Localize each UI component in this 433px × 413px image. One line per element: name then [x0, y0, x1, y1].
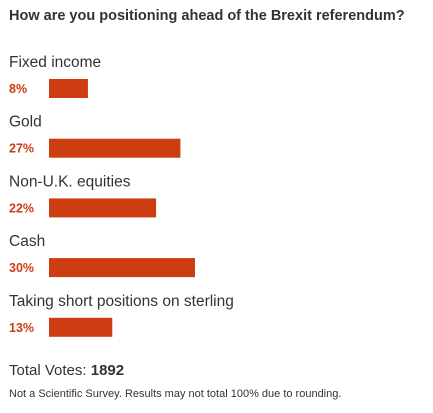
total-votes: Total Votes: 1892	[9, 362, 124, 379]
answer-bar	[49, 79, 88, 98]
answer-label: Fixed income	[9, 54, 101, 71]
answer-bar	[49, 138, 181, 158]
answer-label: Non-U.K. equities	[9, 173, 131, 190]
answer-row: Fixed income 8%	[9, 54, 101, 98]
answer-percent: 8%	[9, 82, 27, 96]
total-votes-count: 1892	[90, 362, 125, 379]
answer-percent: 27%	[9, 142, 34, 156]
total-votes-label: Total Votes:	[9, 362, 87, 379]
answer-percent: 13%	[9, 321, 34, 335]
answer-row: Taking short positions on sterling 13%	[9, 293, 234, 337]
answer-percent: 30%	[9, 261, 34, 275]
answer-row: Non-U.K. equities 22%	[9, 173, 157, 218]
disclaimer-text: Not a Scientific Survey. Results may not…	[9, 388, 342, 400]
answer-label: Gold	[9, 114, 42, 131]
answer-label: Cash	[9, 233, 45, 250]
answer-bar	[49, 198, 157, 218]
answer-bar	[49, 317, 113, 337]
answer-bar	[49, 258, 195, 278]
answer-row: Cash 30%	[9, 233, 195, 278]
answer-row: Gold 27%	[9, 114, 181, 158]
answer-label: Taking short positions on sterling	[9, 293, 234, 310]
poll-question: How are you positioning ahead of the Bre…	[9, 8, 405, 24]
answer-percent: 22%	[9, 201, 34, 215]
